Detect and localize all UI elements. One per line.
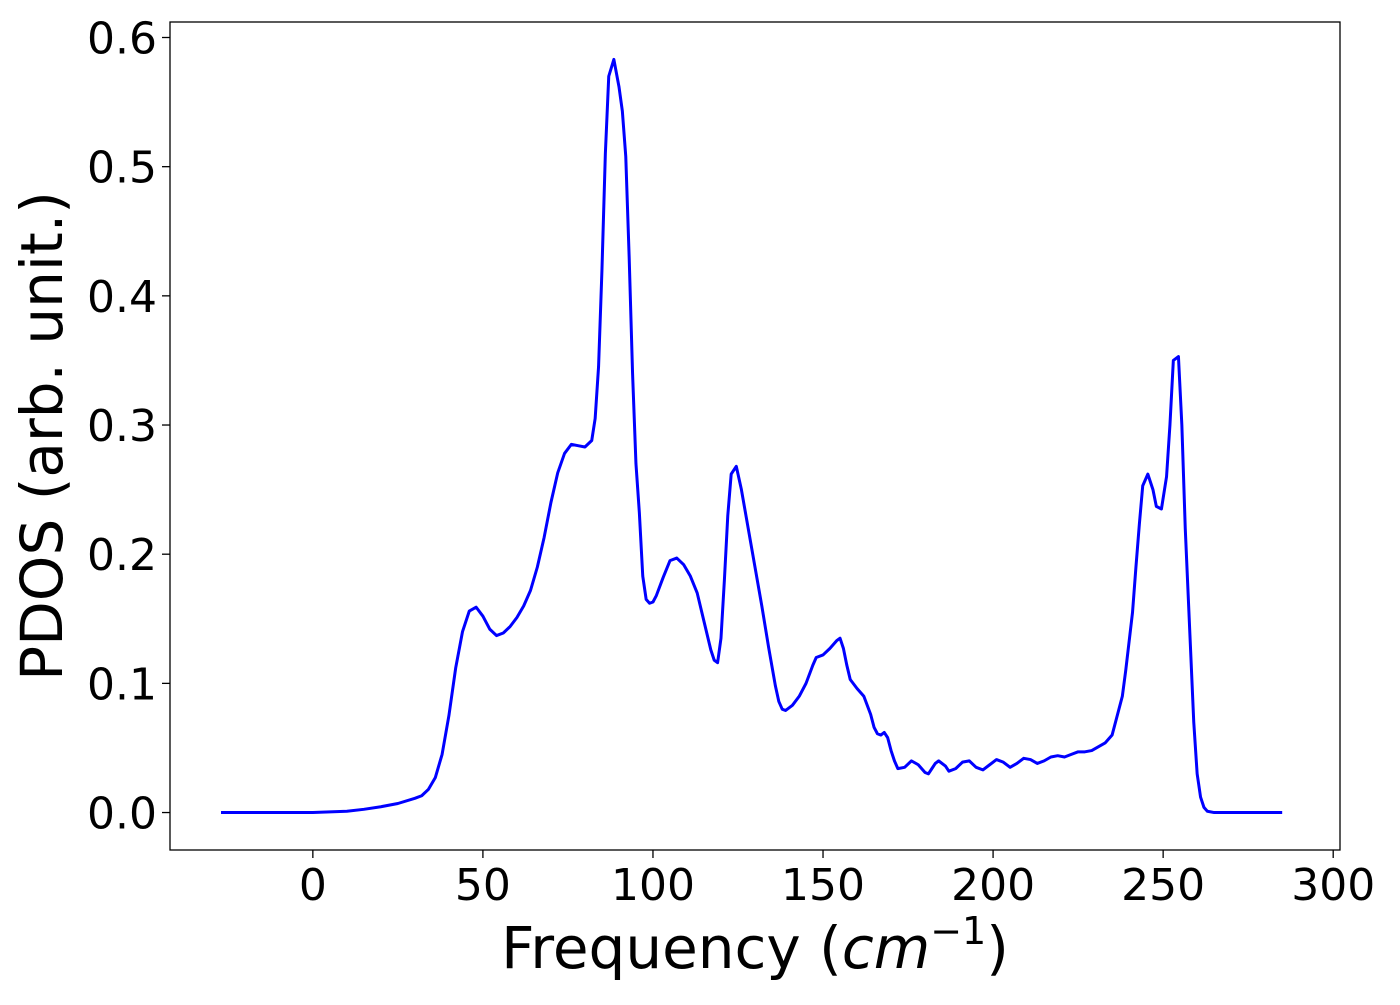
y-axis-ticks: 0.0 0.1 0.2 0.3 0.4 0.5 0.6: [87, 14, 170, 840]
x-tick-label: 150: [781, 860, 865, 911]
x-axis-label-text: Frequency (: [501, 914, 842, 982]
series-line-0: [221, 57, 1283, 815]
y-tick-label: 0.4: [87, 272, 157, 323]
y-tick-label: 0.2: [87, 530, 157, 581]
x-tick-label: 200: [951, 860, 1035, 911]
plot-frame: [169, 21, 1341, 851]
y-axis-label: PDOS (arb. unit.): [8, 191, 76, 681]
x-tick-label: 50: [455, 860, 511, 911]
x-axis-ticks: 0 50 100 150 200 250 300: [299, 850, 1375, 911]
data-layer: [221, 57, 1283, 815]
x-tick-label: 250: [1121, 860, 1205, 911]
y-tick-label: 0.3: [87, 401, 157, 452]
y-tick-label: 0.5: [87, 143, 157, 194]
x-axis-label: Frequency (cm−1): [501, 909, 1009, 982]
x-tick-label: 0: [299, 860, 327, 911]
x-axis-label-close: ): [986, 914, 1009, 982]
y-tick-label: 0.6: [87, 14, 157, 65]
x-tick-label: 100: [611, 860, 695, 911]
y-tick-label: 0.1: [87, 659, 157, 710]
x-tick-label: 300: [1291, 860, 1375, 911]
x-axis-label-exponent: −1: [930, 909, 986, 953]
x-axis-label-unit: cm: [842, 914, 930, 982]
y-tick-label: 0.0: [87, 789, 157, 840]
